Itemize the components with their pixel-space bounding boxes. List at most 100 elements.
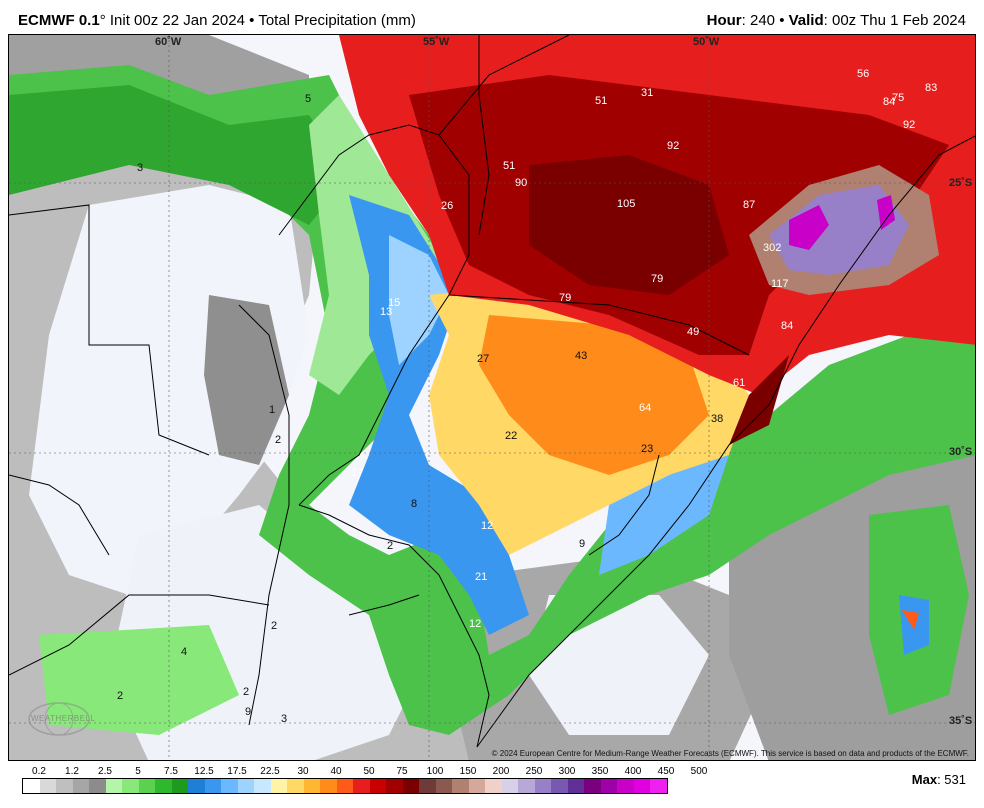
- precip-value-label: 2: [387, 540, 393, 552]
- precip-value-label: 21: [475, 571, 487, 583]
- valid-label: Valid: [788, 12, 824, 29]
- precip-value-label: 79: [651, 273, 663, 285]
- legend-swatch: [254, 779, 271, 793]
- legend-swatch: [369, 779, 386, 793]
- legend-tick-label: 40: [330, 766, 342, 777]
- precipitation-map: 60˚W 55˚W 50˚W 25˚S 30˚S 35˚S 56 75 83 84 92…: [8, 34, 976, 761]
- precip-value-label: 4: [181, 646, 187, 658]
- legend-tick-label: 22.5: [260, 766, 280, 777]
- precip-value-label: 3: [137, 162, 143, 174]
- precip-value-label: 105: [617, 198, 635, 210]
- border-line: [238, 304, 290, 726]
- legend-swatch: [567, 779, 584, 793]
- legend-swatch: [600, 779, 617, 793]
- legend-swatch: [402, 779, 419, 793]
- legend-swatch: [122, 779, 139, 793]
- precip-zone-orange: [902, 610, 919, 630]
- precip-value-label: 90: [515, 177, 527, 189]
- precip-value-label: 83: [925, 82, 937, 94]
- legend-swatch: [386, 779, 403, 793]
- legend-swatch: [105, 779, 122, 793]
- legend-tick-label: 200: [492, 766, 510, 777]
- precip-value-label: 49: [687, 326, 699, 338]
- map-canvas: 60˚W 55˚W 50˚W 25˚S 30˚S 35˚S 5675838492…: [9, 35, 975, 760]
- river: [478, 35, 490, 236]
- legend-tick-label: 75: [396, 766, 408, 777]
- legend-swatch: [287, 779, 304, 793]
- precip-value-label: 12: [481, 520, 493, 532]
- legend-tick-label: 400: [624, 766, 642, 777]
- border-line: [9, 474, 110, 556]
- legend-swatch: [485, 779, 502, 793]
- border-line: [9, 204, 210, 456]
- precip-value-label: 43: [575, 350, 587, 362]
- legend-swatch: [204, 779, 221, 793]
- legend-swatch: [534, 779, 551, 793]
- legend-swatch: [518, 779, 535, 793]
- precip-value-label: 12: [469, 618, 481, 630]
- precip-value-label: 3: [281, 713, 287, 725]
- legend-swatch: [155, 779, 172, 793]
- precip-value-label: 64: [639, 402, 651, 414]
- precip-value-label: 302: [763, 242, 781, 254]
- precip-value-label: 51: [595, 95, 607, 107]
- precip-value-label: 84: [883, 96, 895, 108]
- legend-tick-label: 100: [426, 766, 444, 777]
- legend-swatch: [452, 779, 469, 793]
- graticule: [9, 35, 975, 760]
- legend-swatch: [138, 779, 155, 793]
- title-left: ECMWF 0.1° Init 00z 22 Jan 2024 • Total …: [18, 12, 416, 29]
- precip-value-label: 75: [892, 92, 904, 104]
- precip-value-label: 87: [743, 199, 755, 211]
- lat-label-30s: 30˚S: [949, 446, 972, 458]
- legend-tick-label: 450: [657, 766, 675, 777]
- legend-tick-label: 12.5: [194, 766, 214, 777]
- legend-swatch: [468, 779, 485, 793]
- legend-tick-label: 250: [525, 766, 543, 777]
- lon-label-55w: 55˚W: [423, 36, 450, 48]
- precip-value-label: 1: [269, 404, 275, 416]
- precip-value-label: 2: [271, 620, 277, 632]
- legend-swatch: [336, 779, 353, 793]
- precip-value-label: 92: [667, 140, 679, 152]
- init-time: Init 00z 22 Jan 2024: [109, 12, 245, 29]
- legend-tick-label: 5: [135, 766, 141, 777]
- precip-value-label: 13: [380, 306, 392, 318]
- precip-zone-lightblue: [599, 455, 729, 575]
- precip-zone-maroon: [529, 155, 729, 295]
- legend-swatch: [617, 779, 634, 793]
- lat-label-25s: 25˚S: [949, 177, 972, 189]
- precip-zone-lightgreen: [39, 625, 239, 735]
- precip-value-label: 2: [243, 686, 249, 698]
- legend-tick-label: 300: [558, 766, 576, 777]
- precip-value-label: 56: [857, 68, 869, 80]
- hour-label: Hour: [706, 12, 742, 29]
- legend-swatch: [39, 779, 56, 793]
- precip-value-label: 79: [559, 292, 571, 304]
- hour-value: 240: [749, 12, 776, 29]
- legend-swatch: [89, 779, 106, 793]
- header: ECMWF 0.1° Init 00z 22 Jan 2024 • Total …: [0, 0, 984, 34]
- valid-value: 00z Thu 1 Feb 2024: [832, 12, 966, 29]
- precip-value-label: 17: [351, 467, 363, 479]
- precip-zone-magenta: [789, 205, 829, 250]
- copyright-notice: © 2024 European Centre for Medium-Range …: [491, 749, 969, 758]
- precip-value-label: 9: [579, 538, 585, 550]
- legend-swatch: [435, 779, 452, 793]
- weatherbell-logo: WEATHERBELL: [19, 700, 99, 738]
- precip-value-label: 8: [411, 498, 417, 510]
- max-value: Max: 531: [911, 772, 966, 787]
- border-line: [9, 594, 270, 676]
- legend-tick-label: 17.5: [227, 766, 247, 777]
- precip-zone-maroon: [729, 355, 789, 445]
- precip-zone-magenta: [877, 195, 895, 230]
- precip-value-label: 38: [711, 413, 723, 425]
- precip-value-label: 15: [388, 297, 400, 309]
- precip-zone-purple: [769, 185, 909, 275]
- precip-value-label: 5: [305, 93, 311, 105]
- legend-tick-label: 50: [363, 766, 375, 777]
- legend-swatch: [353, 779, 370, 793]
- precip-value-label: 51: [503, 160, 515, 172]
- borders: [9, 35, 975, 748]
- legend-ticks: 0.2 1.2 2.5 5 7.5 12.5 17.5 22.5 30 40 50 75 100 150 2…: [22, 764, 707, 778]
